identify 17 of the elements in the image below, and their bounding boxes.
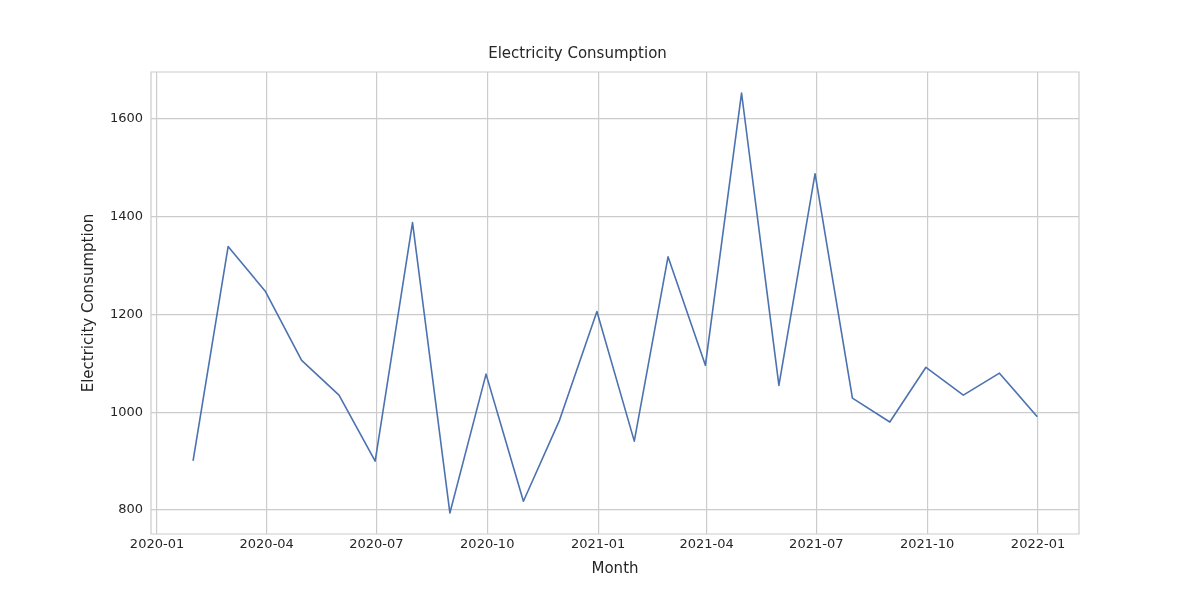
y-tick-label: 1600 <box>109 110 143 126</box>
x-tick-label: 2020-01 <box>129 536 185 552</box>
x-tick-label: 2021-07 <box>789 536 844 552</box>
x-tick-label: 2021-10 <box>899 536 955 552</box>
chart-title: Electricity Consumption <box>488 43 667 62</box>
x-tick-label: 2022-01 <box>1010 536 1066 552</box>
y-tick-label: 1000 <box>109 403 143 419</box>
x-tick-label: 2020-07 <box>349 536 404 552</box>
x-tick-label: 2020-04 <box>239 536 294 552</box>
x-axis-title: Month <box>591 558 639 577</box>
y-tick-label: 1400 <box>109 208 143 224</box>
x-tick-label: 2021-04 <box>679 536 734 552</box>
y-axis-title: Electricity Consumption <box>78 213 97 393</box>
x-tick-label: 2021-01 <box>570 536 626 552</box>
y-tick-label: 800 <box>118 501 143 517</box>
y-tick-label: 1200 <box>109 305 143 321</box>
x-tick-label: 2020-10 <box>460 536 515 552</box>
